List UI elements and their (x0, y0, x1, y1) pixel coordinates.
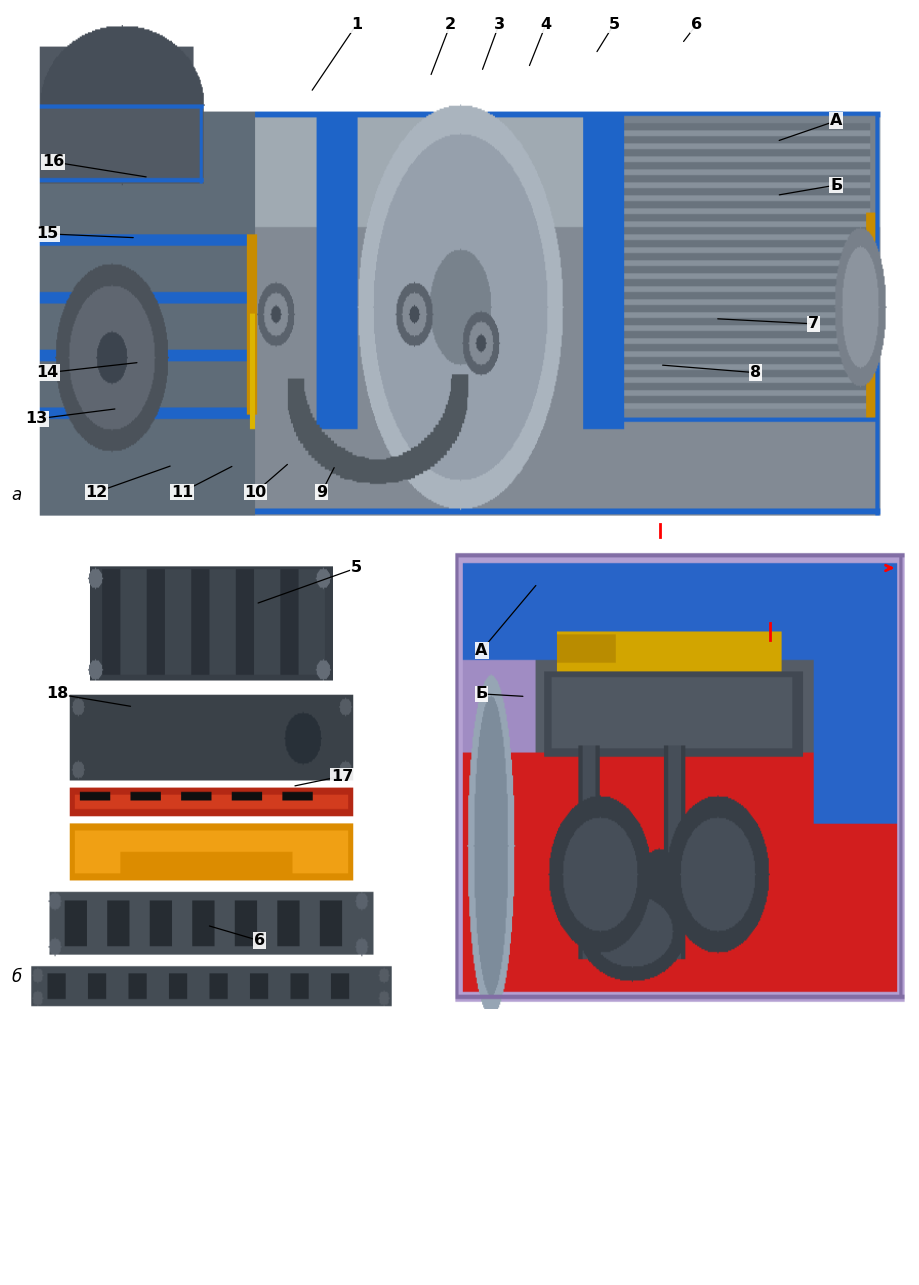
Text: 15: 15 (37, 226, 59, 242)
Text: 3: 3 (494, 17, 505, 32)
Text: а: а (11, 486, 22, 504)
Text: Б: Б (830, 177, 843, 193)
Text: 10: 10 (244, 484, 267, 500)
Text: А: А (830, 113, 843, 128)
Text: 13: 13 (26, 411, 48, 427)
Text: 6: 6 (691, 17, 702, 32)
Text: А: А (475, 642, 488, 658)
Text: 9: 9 (316, 484, 327, 500)
Text: б: б (11, 968, 22, 986)
Text: 7: 7 (808, 316, 819, 332)
Text: 11: 11 (171, 484, 193, 500)
Text: Б: Б (475, 686, 488, 702)
Text: 17: 17 (331, 768, 353, 784)
Text: 4: 4 (540, 17, 551, 32)
Text: 14: 14 (37, 365, 59, 380)
Text: 1: 1 (351, 17, 362, 32)
Text: 8: 8 (750, 365, 761, 380)
Text: 5: 5 (351, 560, 362, 576)
Text: 6: 6 (254, 933, 265, 948)
Text: 16: 16 (42, 154, 64, 170)
Text: 18: 18 (46, 686, 68, 702)
Text: 5: 5 (608, 17, 619, 32)
Text: 2: 2 (445, 17, 456, 32)
Text: 12: 12 (85, 484, 108, 500)
